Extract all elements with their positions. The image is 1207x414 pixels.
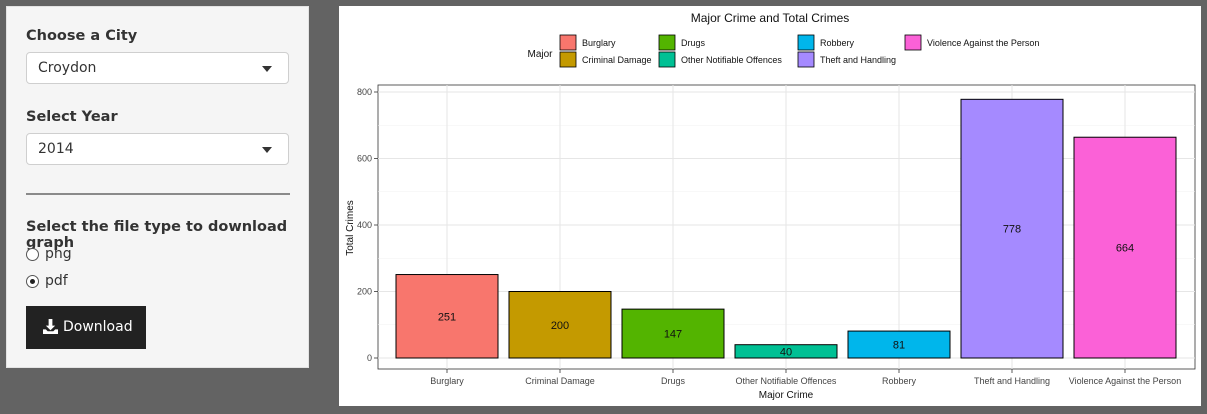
legend-swatch [797, 34, 815, 51]
bar-value-label: 664 [1116, 243, 1134, 255]
legend-entry: Burglary [582, 38, 616, 48]
bar [395, 274, 499, 359]
x-tick-label: Other Notifiable Offences [736, 376, 837, 386]
bar [508, 291, 612, 359]
bar-value-label: 251 [438, 311, 456, 323]
legend-entry: Other Notifiable Offences [681, 55, 782, 65]
legend-entry: Violence Against the Person [927, 38, 1039, 48]
legend-entry: Criminal Damage [582, 55, 652, 65]
year-select[interactable]: 2014 [26, 133, 289, 165]
x-tick-label: Violence Against the Person [1069, 376, 1181, 386]
legend-entry: Drugs [681, 38, 706, 48]
y-tick-label: 800 [357, 87, 372, 97]
legend-swatch [658, 34, 676, 51]
bar-chart: Major Crime and Total Crimes Major Burgl… [345, 11, 1196, 401]
bar [1073, 136, 1177, 359]
legend-swatch [559, 51, 577, 68]
filetype-label: Select the file type to download graph [26, 219, 288, 251]
y-tick-label: 200 [357, 287, 372, 297]
chevron-down-icon [262, 147, 272, 153]
radio-selected-dot [30, 279, 35, 284]
radio-circle[interactable] [26, 275, 39, 288]
radio-pdf-label: pdf [45, 273, 68, 289]
bar-value-label: 40 [780, 346, 792, 358]
y-axis: 0 200 400 600 800 [357, 87, 378, 363]
y-tick-label: 0 [367, 353, 372, 363]
download-icon [43, 319, 58, 334]
legend-title: Major [527, 49, 553, 60]
radio-png-label: png [45, 246, 72, 262]
radio-circle[interactable] [26, 248, 39, 261]
city-label: Choose a City [26, 28, 138, 44]
bar-value-label: 778 [1003, 224, 1021, 236]
x-axis: Burglary Criminal Damage Drugs Other Notifi… [430, 369, 1181, 386]
bar-value-label: 200 [551, 320, 569, 332]
legend-swatch [904, 34, 922, 51]
y-axis-label: Total Crimes [345, 200, 356, 256]
x-tick-label: Drugs [661, 376, 686, 386]
legend: Burglary Criminal Damage Drugs Other Notifi… [559, 34, 1039, 68]
bars: 251 200 147 40 81 778 664 [395, 98, 1177, 359]
city-select-value: Croydon [38, 60, 97, 76]
bar-value-label: 81 [893, 340, 905, 352]
download-button[interactable]: Download [26, 306, 146, 349]
year-label: Select Year [26, 109, 118, 125]
legend-entry: Robbery [820, 38, 855, 48]
y-tick-label: 600 [357, 154, 372, 164]
bar [960, 98, 1064, 359]
x-tick-label: Theft and Handling [974, 376, 1050, 386]
legend-swatch [797, 51, 815, 68]
download-button-label: Download [63, 319, 133, 335]
bar-value-label: 147 [664, 329, 682, 341]
divider [26, 193, 290, 195]
legend-entry: Theft and Handling [820, 55, 896, 65]
x-tick-label: Robbery [882, 376, 917, 386]
chevron-down-icon [262, 66, 272, 72]
sidebar-panel: Choose a City Croydon Select Year 2014 S… [6, 6, 309, 368]
bar [734, 344, 838, 359]
city-select[interactable]: Croydon [26, 52, 289, 84]
bar [847, 330, 951, 359]
chart-title: Major Crime and Total Crimes [691, 11, 850, 25]
y-tick-label: 400 [357, 220, 372, 230]
x-tick-label: Criminal Damage [525, 376, 595, 386]
x-tick-label: Burglary [430, 376, 464, 386]
x-axis-label: Major Crime [759, 390, 814, 401]
bar [621, 308, 725, 359]
chart-panel: Major Crime and Total Crimes Major Burgl… [339, 6, 1201, 406]
legend-swatch [559, 34, 577, 51]
year-select-value: 2014 [38, 141, 74, 157]
legend-swatch [658, 51, 676, 68]
